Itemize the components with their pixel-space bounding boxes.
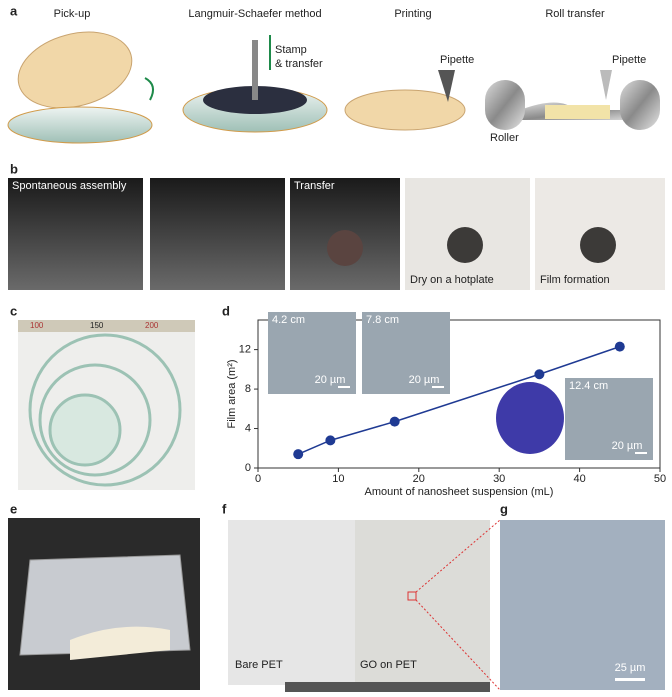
x-tick-label: 30 <box>493 473 505 485</box>
scale-bar <box>432 386 444 388</box>
panel-label: f <box>222 501 227 516</box>
caption: Dry on a hotplate <box>410 274 494 286</box>
panel-a: a Pick-up Langmuir-Schaefer method Print… <box>7 3 660 144</box>
caption: Film formation <box>540 274 610 286</box>
inset-label: 12.4 cm <box>569 380 608 392</box>
dish <box>48 393 122 467</box>
panel-label: b <box>10 161 18 176</box>
y-axis-label: Film area (m²) <box>226 359 238 428</box>
panel-label: g <box>500 501 508 516</box>
scale-label: 20 µm <box>409 374 440 386</box>
zoom-line <box>415 519 501 691</box>
scale-label: 20 µm <box>315 374 346 386</box>
roller <box>485 80 525 130</box>
data-point <box>389 416 400 427</box>
panel-label: c <box>10 303 17 318</box>
y-tick-label: 4 <box>245 422 251 434</box>
data-point <box>614 341 625 352</box>
film <box>545 105 610 119</box>
inset-label: 7.8 cm <box>366 314 399 326</box>
annotation: Pipette <box>612 54 646 66</box>
rod <box>252 40 258 100</box>
scale-bar <box>635 452 647 454</box>
scale-label: 25 µm <box>615 662 646 674</box>
pipette <box>438 70 455 102</box>
film <box>447 227 483 263</box>
dish <box>344 89 466 131</box>
caption: Pick-up <box>54 8 91 20</box>
film <box>17 31 133 109</box>
inset-image <box>565 378 653 460</box>
ruler-label: 150 <box>90 321 104 330</box>
glove <box>70 626 170 660</box>
data-point <box>534 369 545 380</box>
panel-label: d <box>222 303 230 318</box>
annotation: Pipette <box>440 54 474 66</box>
film <box>327 230 363 266</box>
panel-label: a <box>10 3 18 18</box>
ruler-label: 100 <box>30 321 44 330</box>
inset-label: 4.2 cm <box>272 314 305 326</box>
caption: GO on PET <box>360 659 417 671</box>
roller <box>620 80 660 130</box>
annotation: & transfer <box>275 58 323 70</box>
caption: Transfer <box>294 180 335 192</box>
scale-bar <box>615 678 645 681</box>
photo <box>150 178 285 290</box>
ruler <box>285 682 490 692</box>
x-axis-label: Amount of nanosheet suspension (mL) <box>365 486 554 498</box>
annotation: Stamp <box>275 44 307 56</box>
ruler-label: 200 <box>145 321 159 330</box>
panel-e: e <box>8 501 200 690</box>
scale-label: 20 µm <box>612 440 643 452</box>
inset-image <box>362 312 450 394</box>
inset-image <box>268 312 356 394</box>
scale-bar <box>338 386 350 388</box>
x-tick-label: 40 <box>573 473 585 485</box>
photo <box>228 520 355 685</box>
caption: Bare PET <box>235 659 283 671</box>
y-tick-label: 0 <box>245 462 251 474</box>
caption: Spontaneous assembly <box>12 180 127 192</box>
data-point <box>293 449 304 460</box>
dish <box>7 106 153 144</box>
caption: Printing <box>394 8 431 20</box>
dish <box>28 333 182 487</box>
caption: Roll transfer <box>545 8 605 20</box>
annotation: Roller <box>490 132 519 144</box>
zoom-box <box>407 591 417 601</box>
pipette <box>600 70 612 100</box>
x-tick-label: 10 <box>332 473 344 485</box>
panel-f: f Bare PET GO on PET <box>222 501 501 692</box>
data-point <box>325 435 336 446</box>
panel-c: c 100 150 200 <box>10 303 195 490</box>
panel-b: b Spontaneous assembly Transfer Dry on a… <box>8 161 665 290</box>
wafer <box>496 382 564 454</box>
dish <box>38 363 152 477</box>
caption: Langmuir-Schaefer method <box>188 8 321 20</box>
x-tick-label: 20 <box>413 473 425 485</box>
photo <box>8 178 143 290</box>
panel-d: d 4.2 cm 20 µm 7.8 cm 20 µm 12.4 cm 20 µm 0 10 2… <box>222 303 666 497</box>
film <box>580 227 616 263</box>
plot-frame <box>257 319 661 469</box>
micrograph <box>500 520 665 690</box>
y-tick-label: 8 <box>245 383 251 395</box>
panel-label: e <box>10 501 17 516</box>
x-tick-label: 50 <box>654 473 666 485</box>
panel-g: g 25 µm <box>500 501 665 690</box>
arrow <box>144 77 155 101</box>
ruler <box>18 320 195 332</box>
y-tick-label: 12 <box>239 344 251 356</box>
x-tick-label: 0 <box>255 473 261 485</box>
